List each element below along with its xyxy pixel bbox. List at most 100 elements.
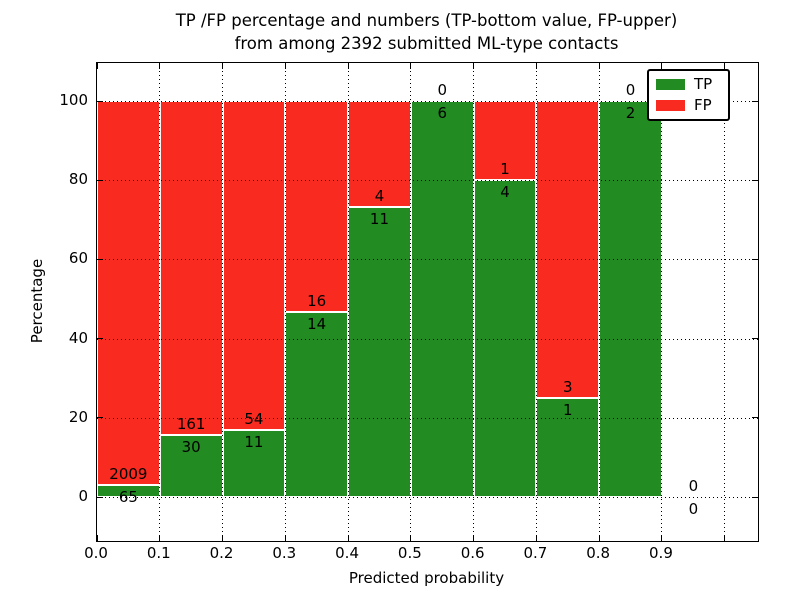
y-tick	[752, 179, 758, 181]
x-gridline	[284, 63, 286, 541]
tp-count-label: 14	[307, 315, 327, 334]
fp-bar-segment	[97, 101, 160, 485]
x-tick-label: 0.4	[335, 544, 359, 562]
x-gridline	[347, 63, 349, 541]
y-tick	[97, 258, 103, 260]
fp-bar-segment	[285, 101, 349, 313]
legend-entry-fp: FP	[656, 98, 722, 113]
y-tick	[97, 338, 103, 340]
fp-bar-segment	[159, 101, 223, 435]
x-gridline	[473, 63, 475, 541]
x-tick	[222, 535, 224, 541]
tp-count-label: 6	[437, 104, 448, 122]
x-tick-label: 0.6	[460, 544, 485, 562]
tp-bar-segment	[410, 101, 474, 497]
y-tick	[97, 179, 103, 181]
tp-bar-segment	[285, 312, 349, 497]
x-tick	[159, 535, 161, 541]
y-gridline	[97, 180, 758, 182]
fp-legend-label: FP	[694, 96, 712, 114]
y-gridline	[97, 417, 758, 419]
x-gridline	[661, 63, 663, 541]
x-gridline	[410, 63, 412, 541]
x-tick	[159, 63, 161, 69]
x-gridline	[598, 63, 600, 541]
tp-legend-label: TP	[694, 75, 713, 93]
y-gridline	[97, 497, 758, 498]
x-gridline	[159, 63, 161, 541]
y-tick-label: 40	[68, 328, 88, 347]
y-tick-label: 60	[68, 249, 88, 268]
fp-legend-swatch	[656, 100, 685, 111]
chart-title: TP /FP percentage and numbers (TP-bottom…	[96, 9, 757, 55]
tp-count-label: 1	[563, 401, 573, 419]
y-gridline	[97, 101, 758, 102]
fp-count-label: 54	[244, 409, 264, 428]
tp-count-label: 11	[369, 209, 389, 228]
y-gridline	[97, 259, 758, 261]
x-tick-label: 0.2	[209, 544, 234, 562]
x-tick	[347, 535, 349, 541]
legend-entry-tp: TP	[656, 77, 722, 92]
x-gridline	[724, 63, 726, 541]
tp-count-label: 11	[244, 432, 264, 451]
y-tick-label: 0	[78, 487, 88, 505]
y-tick-label: 20	[68, 407, 88, 426]
x-tick-label: 0.7	[523, 544, 548, 562]
tp-bar-segment	[473, 180, 537, 497]
tp-bar-segment	[159, 434, 223, 497]
tp-count-label: 30	[181, 437, 201, 456]
fp-count-label: 4	[374, 186, 385, 205]
fp-count-label: 0	[437, 81, 448, 99]
tp-count-label: 65	[118, 487, 138, 506]
x-tick-label: 0.9	[649, 544, 673, 562]
x-tick	[222, 63, 224, 69]
y-tick	[752, 100, 758, 102]
x-tick	[598, 63, 600, 69]
x-tick	[724, 535, 726, 541]
fp-count-label: 16	[307, 292, 327, 311]
tp-bar-segment	[536, 398, 600, 497]
x-gridline	[222, 63, 224, 541]
x-gridline	[535, 63, 537, 541]
x-tick-label: 0.3	[272, 544, 297, 562]
x-tick	[535, 63, 537, 69]
plot-area: 2009 65 161 30 54 11 16 14 4 11 0 6 1 4 3 1 0 2 0 0 TP FP	[96, 62, 759, 542]
x-tick-label: 0.5	[397, 544, 422, 562]
fp-bar-segment	[536, 101, 600, 398]
y-tick-label: 80	[68, 170, 88, 189]
x-tick	[598, 535, 600, 541]
tp-count-label: 4	[500, 183, 510, 202]
fp-count-label: 3	[563, 378, 573, 396]
x-tick-label: 0.8	[586, 544, 611, 562]
tp-legend-swatch	[656, 79, 685, 90]
y-gridline	[97, 338, 758, 340]
x-tick	[96, 63, 98, 69]
y-tick-label: 100	[59, 91, 88, 109]
tp-bar-segment	[348, 206, 411, 497]
x-tick-label: 0.1	[146, 544, 171, 562]
y-tick	[752, 338, 758, 340]
fp-count-label: 0	[688, 477, 699, 495]
x-axis-label: Predicted probability	[348, 569, 505, 587]
x-tick-label: 0.0	[84, 544, 108, 562]
y-tick	[752, 258, 758, 260]
x-tick	[535, 535, 537, 541]
fp-bar-segment	[222, 101, 286, 430]
y-tick	[752, 417, 758, 419]
x-tick	[473, 63, 475, 69]
fp-count-label: 1	[500, 160, 510, 179]
x-tick	[96, 535, 98, 541]
fp-count-label: 2009	[109, 464, 148, 483]
x-tick	[410, 535, 412, 541]
fp-count-label: 161	[176, 414, 206, 433]
x-tick	[661, 63, 663, 69]
chart-title-line1: TP /FP percentage and numbers (TP-bottom…	[175, 11, 678, 30]
y-tick	[97, 496, 103, 498]
x-tick	[724, 63, 726, 69]
x-tick	[661, 535, 663, 541]
y-tick	[97, 100, 103, 102]
x-tick	[284, 63, 286, 69]
y-tick	[752, 496, 758, 498]
